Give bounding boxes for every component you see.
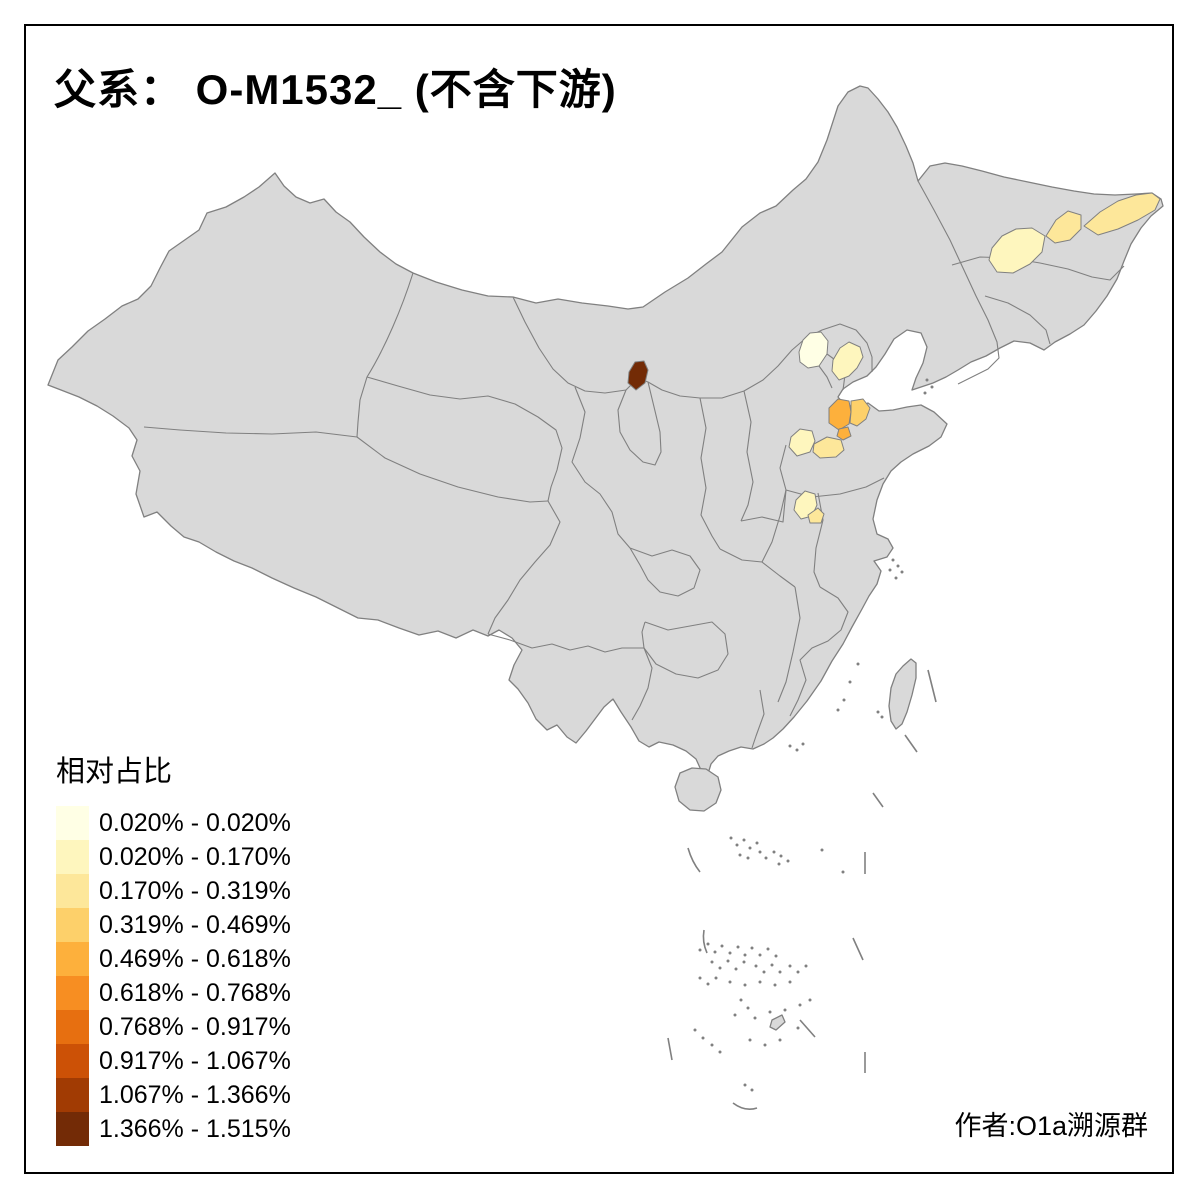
legend-range: 0.319% - 0.469% [99, 910, 291, 939]
legend-row: 0.020% - 0.020% [56, 806, 291, 840]
region-jining [812, 436, 845, 459]
legend-swatch [56, 976, 89, 1010]
legend-row: 0.917% - 1.067% [56, 1044, 291, 1078]
legend-range: 0.020% - 0.020% [99, 808, 291, 837]
legend-row: 1.067% - 1.366% [56, 1078, 291, 1112]
spratly-islet [769, 1014, 786, 1031]
region-liaocheng [788, 428, 816, 457]
region-tangshan [831, 341, 864, 381]
legend-swatch [56, 806, 89, 840]
region-beijing [798, 331, 829, 369]
taiwan-island [888, 658, 917, 730]
legend-range: 0.469% - 0.618% [99, 944, 291, 973]
region-zibo-exclave [836, 426, 852, 441]
legend-range: 0.768% - 0.917% [99, 1012, 291, 1041]
legend-range: 0.020% - 0.170% [99, 842, 291, 871]
legend-swatch [56, 1044, 89, 1078]
author-attribution: 作者:O1a溯源群 [954, 1111, 1148, 1141]
dash-line [687, 847, 701, 873]
legend-row: 0.170% - 0.319% [56, 874, 291, 908]
legend-range: 0.917% - 1.067% [99, 1046, 291, 1075]
legend-swatch [56, 1112, 89, 1146]
legend-swatch [56, 1010, 89, 1044]
province-borders [143, 180, 1125, 749]
dash-line [904, 734, 918, 753]
legend-range: 0.170% - 0.319% [99, 876, 291, 905]
legend-title: 相对占比 [56, 756, 173, 788]
colored-regions [627, 192, 1161, 524]
legend-row: 0.469% - 0.618% [56, 942, 291, 976]
legend-swatch [56, 942, 89, 976]
legend-row: 1.366% - 1.515% [56, 1112, 291, 1146]
dash-line [852, 937, 864, 961]
region-jiamusi [1083, 192, 1161, 236]
legend-row: 0.020% - 0.170% [56, 840, 291, 874]
map-legend: 相对占比 0.020% - 0.020% 0.020% - 0.170% 0.1… [56, 748, 291, 1146]
dash-line [667, 1037, 673, 1061]
legend-row: 0.768% - 0.917% [56, 1010, 291, 1044]
legend-range: 1.366% - 1.515% [99, 1114, 291, 1143]
region-weifang [849, 398, 871, 427]
legend-rows: 0.020% - 0.020% 0.020% - 0.170% 0.170% -… [56, 806, 291, 1146]
dash-line [927, 669, 937, 703]
region-shizuishan [627, 360, 649, 391]
hainan-island [674, 767, 722, 812]
dash-line [799, 1019, 816, 1038]
dash-line [702, 929, 708, 954]
region-suqian [807, 507, 825, 524]
legend-swatch [56, 908, 89, 942]
page-title: 父系： O-M1532_ (不含下游) [54, 66, 617, 113]
sea-islands-and-dashes [667, 378, 937, 1110]
china-mainland [47, 85, 1164, 778]
legend-row: 0.618% - 0.768% [56, 976, 291, 1010]
legend-swatch [56, 1078, 89, 1112]
legend-swatch [56, 840, 89, 874]
region-suihua [1045, 210, 1082, 244]
dash-line [732, 1102, 758, 1110]
legend-swatch [56, 874, 89, 908]
legend-row: 0.319% - 0.469% [56, 908, 291, 942]
island-dots [693, 378, 934, 1092]
legend-range: 1.067% - 1.366% [99, 1080, 291, 1109]
region-qiqihar [988, 227, 1046, 274]
legend-range: 0.618% - 0.768% [99, 978, 291, 1007]
dash-line [872, 792, 884, 808]
